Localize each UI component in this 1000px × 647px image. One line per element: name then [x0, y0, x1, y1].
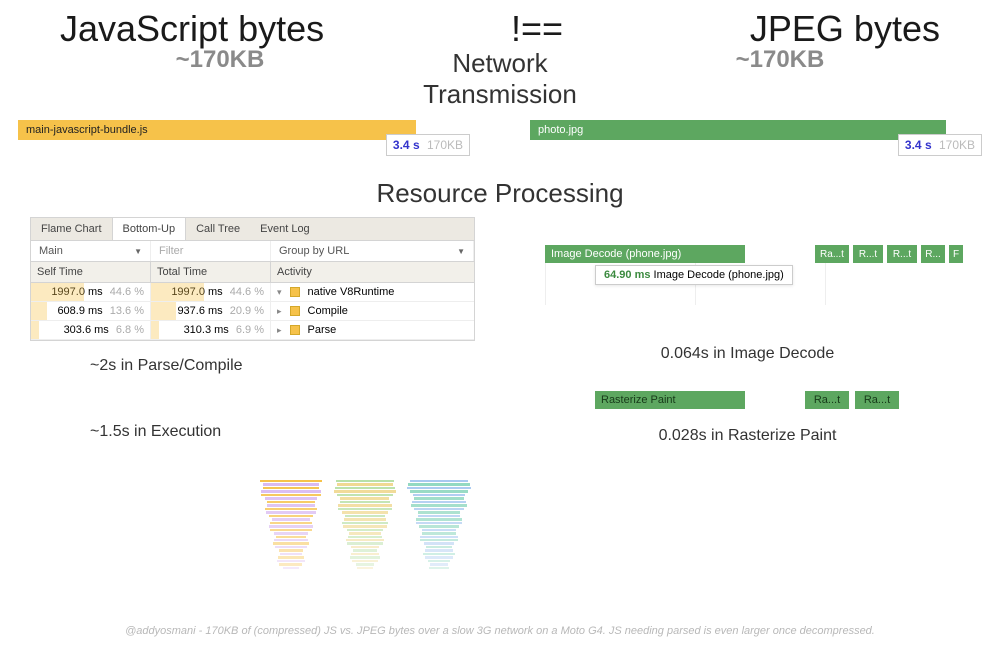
jpg-bar-wrap: photo.jpg 3.4 s 170KB	[530, 120, 982, 160]
header-row: JavaScript bytes !== JPEG bytes	[0, 0, 1000, 50]
decode-tooltip-label: Image Decode (phone.jpg)	[654, 269, 784, 281]
devtools-headers: Self Time Total Time Activity	[31, 262, 474, 283]
devtools-rows: 1997.0 ms 44.6 %1997.0 ms 44.6 %native V…	[31, 283, 474, 340]
title-right: JPEG bytes	[750, 8, 940, 50]
image-decode-summary: 0.064s in Image Decode	[525, 345, 970, 363]
decode-tooltip-time: 64.90 ms	[604, 269, 650, 281]
rasterize-row: Rasterize Paint Ra...t Ra...t	[525, 391, 970, 415]
flame-column	[334, 480, 396, 570]
tab-flame-chart[interactable]: Flame Chart	[31, 218, 112, 240]
image-decode-tooltip: 64.90 ms Image Decode (phone.jpg)	[595, 265, 793, 285]
decode-small-bar: R...t	[887, 245, 917, 263]
js-timing-box: 3.4 s 170KB	[386, 134, 470, 156]
left-panel: Flame Chart Bottom-Up Call Tree Event Lo…	[30, 217, 475, 445]
filter-input[interactable]: Filter	[151, 241, 271, 261]
flame-graph	[260, 480, 470, 570]
table-row[interactable]: 303.6 ms 6.8 %310.3 ms 6.9 %Parse	[31, 321, 474, 340]
jpg-time: 3.4 s	[905, 138, 932, 152]
self-time-cell: 608.9 ms 13.6 %	[31, 302, 151, 320]
title-center: !==	[511, 8, 563, 50]
dropdown-icon: ▼	[457, 247, 465, 256]
jpg-timing-box: 3.4 s 170KB	[898, 134, 982, 156]
image-decode-bar: Image Decode (phone.jpg)	[545, 245, 745, 263]
resource-section-title: Resource Processing	[0, 178, 1000, 209]
image-decode-row: Image Decode (phone.jpg) Ra...t R...t R.…	[525, 245, 970, 305]
network-section-title: Network Transmission	[380, 48, 620, 110]
rasterize-bar: Rasterize Paint	[595, 391, 745, 409]
activity-cell: native V8Runtime	[271, 283, 474, 301]
activity-cell: Parse	[271, 321, 474, 339]
right-size: ~170KB	[620, 46, 940, 110]
network-row: main-javascript-bundle.js 3.4 s 170KB ph…	[0, 110, 1000, 160]
left-size: ~170KB	[60, 46, 380, 110]
credit-text: @addyosmani - 170KB of (compressed) JS v…	[0, 625, 1000, 637]
processing-row: Flame Chart Bottom-Up Call Tree Event Lo…	[0, 217, 1000, 445]
decode-small-bar: R...t	[853, 245, 883, 263]
activity-color-swatch	[290, 287, 300, 297]
js-execution-summary: ~1.5s in Execution	[90, 423, 475, 441]
self-time-cell: 1997.0 ms 44.6 %	[31, 283, 151, 301]
dropdown-icon: ▼	[134, 247, 142, 256]
js-size: 170KB	[427, 138, 463, 152]
group-select-label: Group by URL	[279, 245, 349, 257]
devtools-panel: Flame Chart Bottom-Up Call Tree Event Lo…	[30, 217, 475, 341]
activity-color-swatch	[290, 306, 300, 316]
rasterize-summary: 0.028s in Rasterize Paint	[525, 427, 970, 445]
devtools-controls: Main ▼ Filter Group by URL ▼	[31, 241, 474, 262]
total-time-cell: 310.3 ms 6.9 %	[151, 321, 271, 339]
total-time-cell: 937.6 ms 20.9 %	[151, 302, 271, 320]
rasterize-small-bar: Ra...t	[855, 391, 899, 409]
thread-select-label: Main	[39, 245, 63, 257]
js-time: 3.4 s	[393, 138, 420, 152]
header-activity[interactable]: Activity	[271, 262, 474, 282]
total-time-cell: 1997.0 ms 44.6 %	[151, 283, 271, 301]
group-select[interactable]: Group by URL ▼	[271, 241, 474, 261]
header-self-time[interactable]: Self Time	[31, 262, 151, 282]
table-row[interactable]: 608.9 ms 13.6 %937.6 ms 20.9 %Compile	[31, 302, 474, 321]
right-panel: Image Decode (phone.jpg) Ra...t R...t R.…	[525, 217, 970, 445]
devtools-tabs: Flame Chart Bottom-Up Call Tree Event Lo…	[31, 218, 474, 241]
flame-column	[260, 480, 322, 570]
js-bar-wrap: main-javascript-bundle.js 3.4 s 170KB	[18, 120, 470, 160]
decode-small-bar: F	[949, 245, 963, 263]
expand-icon[interactable]	[277, 286, 286, 298]
thread-select[interactable]: Main ▼	[31, 241, 151, 261]
jpg-download-bar: photo.jpg	[530, 120, 946, 140]
jpg-size: 170KB	[939, 138, 975, 152]
decode-small-bar: R...	[921, 245, 945, 263]
expand-icon[interactable]	[277, 305, 286, 317]
flame-column	[408, 480, 470, 570]
subheader-row: ~170KB Network Transmission ~170KB	[0, 46, 1000, 110]
tab-call-tree[interactable]: Call Tree	[186, 218, 250, 240]
expand-icon[interactable]	[277, 324, 286, 336]
js-download-bar: main-javascript-bundle.js	[18, 120, 416, 140]
tab-event-log[interactable]: Event Log	[250, 218, 320, 240]
table-row[interactable]: 1997.0 ms 44.6 %1997.0 ms 44.6 %native V…	[31, 283, 474, 302]
tab-bottom-up[interactable]: Bottom-Up	[112, 218, 187, 240]
rasterize-small-bar: Ra...t	[805, 391, 849, 409]
activity-color-swatch	[290, 325, 300, 335]
self-time-cell: 303.6 ms 6.8 %	[31, 321, 151, 339]
js-parse-compile-summary: ~2s in Parse/Compile	[90, 357, 475, 375]
title-left: JavaScript bytes	[60, 8, 324, 50]
activity-cell: Compile	[271, 302, 474, 320]
decode-small-bar: Ra...t	[815, 245, 849, 263]
header-total-time[interactable]: Total Time	[151, 262, 271, 282]
